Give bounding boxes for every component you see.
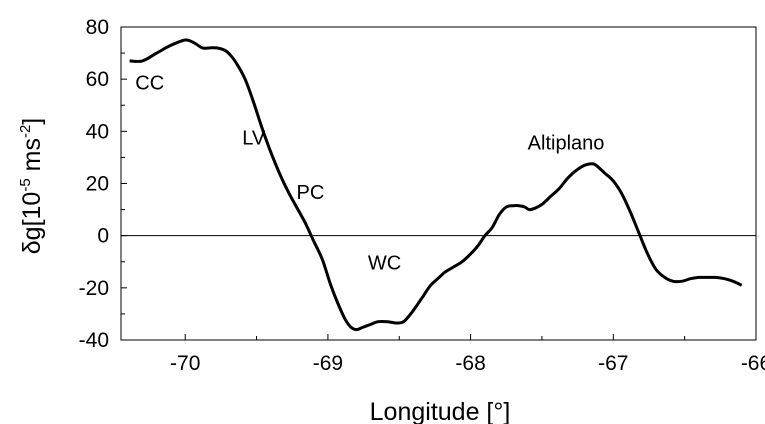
y-axis-title: δg[10-5 ms-2] [17, 118, 46, 255]
x-tick-label: -66 [741, 352, 765, 375]
y-tick-label: 20 [86, 173, 109, 196]
y-tick-label: -20 [79, 277, 109, 300]
y-tick-label: 80 [86, 16, 109, 39]
plot-frame [120, 26, 757, 341]
gravity-anomaly-series-line [129, 38, 743, 332]
y-tick-label: 0 [97, 225, 109, 248]
region-annotation-label: WC [368, 253, 401, 275]
x-tick-label: -69 [313, 352, 343, 375]
region-annotation-label: LV [242, 127, 266, 149]
region-annotation-label: PC [297, 182, 325, 204]
x-tick-label: -67 [598, 352, 628, 375]
x-tick-label: -70 [170, 352, 200, 375]
y-tick-label: 60 [86, 68, 109, 91]
x-tick-label: -68 [455, 352, 485, 375]
x-axis-title: Longitude [°] [370, 398, 511, 424]
region-annotation-label: Altiplano [528, 133, 605, 155]
y-tick-label: -40 [79, 329, 109, 352]
region-annotation-label: CC [135, 73, 164, 95]
y-tick-label: 40 [86, 120, 109, 143]
